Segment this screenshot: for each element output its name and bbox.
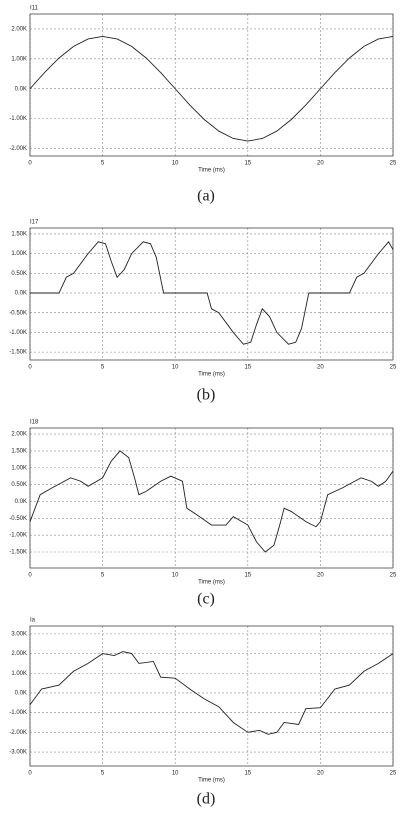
chart-title: I18	[30, 420, 39, 426]
x-tick-label: 5	[101, 365, 105, 371]
x-tick-label: 10	[172, 161, 179, 167]
y-tick-label: -3.00K	[9, 750, 27, 756]
x-tick-label: 0	[28, 573, 32, 579]
y-tick-label: -1.50K	[9, 350, 27, 356]
x-tick-label: 10	[172, 771, 179, 777]
plot-frame	[29, 13, 394, 157]
y-tick-label: 1.00K	[11, 671, 27, 677]
x-axis-label: Time (ms)	[198, 580, 225, 586]
y-tick-label: 0.0K	[15, 291, 27, 297]
y-tick-label: 0.50K	[11, 482, 27, 488]
y-tick-label: 1.00K	[11, 56, 27, 62]
y-tick-label: 0.0K	[15, 499, 27, 505]
x-tick-label: 5	[101, 771, 105, 777]
y-tick-label: 0.0K	[15, 691, 27, 697]
y-tick-label: -1.00K	[9, 533, 27, 539]
y-tick-label: -1.00K	[9, 710, 27, 716]
x-tick-label: 25	[390, 771, 397, 777]
x-tick-label: 0	[28, 771, 32, 777]
line-series	[29, 450, 394, 553]
y-tick-label: -1.00K	[9, 330, 27, 336]
chart-title: Ia	[30, 618, 36, 624]
y-tick-label: -0.50K	[9, 310, 27, 316]
x-tick-label: 5	[101, 573, 105, 579]
line-series	[29, 651, 394, 735]
x-tick-label: 20	[317, 161, 324, 167]
x-tick-label: 15	[244, 365, 251, 371]
y-tick-label: -2.00K	[9, 730, 27, 736]
x-tick-label: 20	[317, 365, 324, 371]
x-tick-label: 15	[244, 771, 251, 777]
x-tick-label: 10	[172, 365, 179, 371]
y-tick-label: -1.50K	[9, 550, 27, 556]
y-tick-label: 3.00K	[11, 631, 27, 637]
x-tick-label: 20	[317, 771, 324, 777]
x-tick-label: 5	[101, 161, 105, 167]
x-tick-label: 20	[317, 573, 324, 579]
x-tick-label: 25	[390, 573, 397, 579]
line-series	[30, 241, 394, 345]
y-tick-label: -1.00K	[9, 116, 27, 122]
x-tick-label: 25	[390, 161, 397, 167]
y-tick-label: -2.00K	[9, 146, 27, 152]
x-axis-label: Time (ms)	[198, 778, 225, 784]
plot-frame	[29, 227, 394, 361]
y-tick-label: 1.00K	[11, 251, 27, 257]
y-tick-label: 0.0K	[15, 86, 27, 92]
y-tick-label: 1.50K	[11, 231, 27, 237]
caption: (c)	[197, 591, 215, 608]
x-tick-label: 25	[390, 365, 397, 371]
caption: (d)	[197, 791, 216, 808]
caption: (a)	[197, 188, 215, 205]
y-tick-label: 2.00K	[11, 651, 27, 657]
y-tick-label: 2.00K	[11, 27, 27, 33]
chart-title: I11	[30, 6, 39, 12]
x-axis-label: Time (ms)	[198, 168, 225, 174]
plot-frame	[29, 427, 394, 569]
caption: (b)	[197, 387, 216, 404]
plot-frame	[29, 625, 394, 767]
x-axis-label: Time (ms)	[198, 372, 225, 378]
x-tick-label: 0	[28, 161, 32, 167]
x-tick-label: 15	[244, 573, 251, 579]
chart-title: I17	[30, 220, 39, 226]
y-tick-label: 2.00K	[11, 432, 27, 438]
y-tick-label: -0.50K	[9, 516, 27, 522]
line-series	[29, 35, 394, 142]
y-tick-label: 1.00K	[11, 465, 27, 471]
x-tick-label: 10	[172, 573, 179, 579]
x-tick-label: 15	[244, 161, 251, 167]
x-tick-label: 0	[28, 365, 32, 371]
y-tick-label: 1.50K	[11, 448, 27, 454]
y-tick-label: 0.50K	[11, 271, 27, 277]
